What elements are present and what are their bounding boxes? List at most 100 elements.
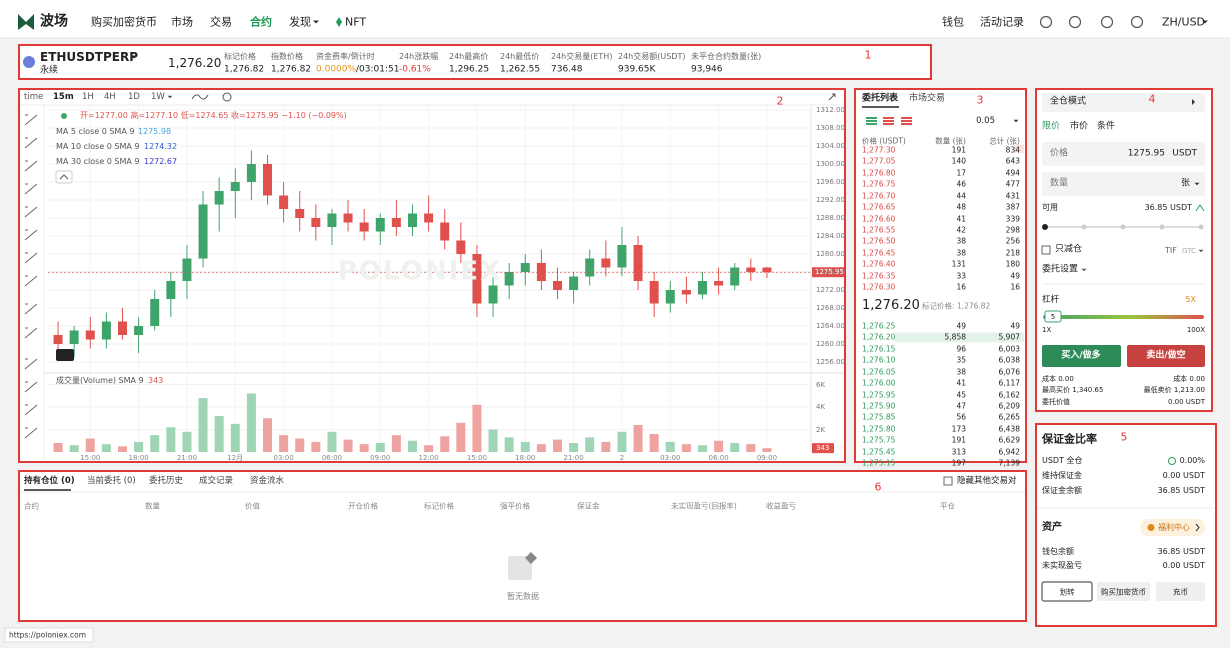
volume-bar — [730, 443, 740, 452]
x-tick-label: 15:00 — [466, 453, 488, 462]
timeframe[interactable]: time — [24, 91, 44, 102]
symbol[interactable]: ETHUSDTPERP — [40, 49, 138, 64]
input-label: 价格 — [1050, 148, 1069, 159]
drawing-tool-icon — [24, 275, 38, 287]
stat-label: 未平仓合约数量(张) — [691, 52, 762, 62]
position-tab[interactable]: 当前委托 (0) — [87, 475, 136, 486]
hide-others[interactable]: 隐藏其他交易对 — [957, 475, 1017, 486]
volume-bar — [391, 435, 401, 452]
ob-qty: 191 — [951, 145, 966, 155]
margin-row-value: 0.00% — [1179, 456, 1205, 466]
ob-price: 1,275.75 — [862, 435, 896, 445]
x-tick-label: 03:00 — [273, 453, 294, 462]
lev-min: 1X — [1042, 325, 1052, 334]
candle-body — [456, 240, 466, 254]
nav-item[interactable]: 发现 — [289, 15, 311, 29]
candle-body — [343, 213, 353, 223]
candle-body — [440, 222, 450, 241]
timeframe[interactable]: 1H — [82, 91, 94, 102]
ob-price: 1,276.65 — [862, 202, 896, 212]
volume-bar — [150, 435, 160, 452]
buy-label[interactable]: 买入/做多 — [1061, 350, 1101, 361]
ma-legend: MA 30 close 0 SMA 9 — [56, 157, 140, 167]
column-header: 平仓 — [940, 501, 955, 511]
precision[interactable]: 0.05 — [976, 115, 995, 126]
ob-price: 1,276.20 — [862, 332, 896, 342]
order-settings[interactable]: 委托设置 — [1042, 264, 1079, 275]
input-unit[interactable]: 张 — [1180, 178, 1190, 189]
drawing-tool-icon — [24, 229, 38, 241]
orderbook-tab[interactable]: 市场交易 — [909, 93, 946, 104]
volume-bar — [118, 446, 127, 452]
nav-item[interactable]: 交易 — [210, 15, 232, 29]
ma-legend-value: 1275.98 — [138, 127, 172, 137]
position-tab[interactable]: 持有仓位 (0) — [24, 475, 75, 486]
checkbox — [943, 476, 953, 486]
ob-price: 1,276.50 — [862, 236, 896, 246]
dropdown-arrow — [313, 20, 319, 24]
volume-bar — [681, 444, 691, 452]
empty-icon — [508, 556, 532, 580]
nav-right[interactable]: 钱包 — [942, 15, 964, 29]
nav-right[interactable]: ZH/USD — [1162, 15, 1206, 29]
ob-total: 6,942 — [998, 447, 1020, 457]
mode-select — [1042, 93, 1205, 112]
nav-item[interactable]: NFT — [345, 15, 367, 29]
candle-body — [553, 281, 562, 290]
nav-item[interactable]: 市场 — [171, 15, 193, 29]
logo-icon — [18, 14, 34, 30]
logo-text: 波场 — [40, 13, 68, 30]
order-tab[interactable]: 限价 — [1042, 121, 1061, 132]
column-header: 未实现盈亏(回报率) — [671, 501, 737, 511]
action-label[interactable]: 充币 — [1173, 587, 1188, 596]
positions-panel — [18, 470, 1027, 622]
dropdown-arrow — [167, 95, 173, 99]
gtc[interactable]: GTC — [1182, 246, 1196, 255]
timeframe[interactable]: 4H — [104, 91, 116, 102]
y-tick-label: 6K — [816, 380, 826, 389]
position-tab[interactable]: 委托历史 — [149, 475, 184, 486]
annotation-number: 3 — [976, 93, 984, 107]
sell-button — [1127, 345, 1205, 367]
legend-dot — [61, 113, 67, 119]
price-value[interactable]: 1275.95 — [1127, 148, 1165, 159]
margin-mode[interactable]: 全仓模式 — [1050, 96, 1087, 107]
ob-qty: 191 — [951, 435, 966, 445]
welfare-link[interactable]: 福利中心 — [1158, 523, 1190, 533]
y-tick-label: 1260.00 — [816, 339, 845, 348]
candle-body — [601, 258, 611, 268]
indicator-icon — [191, 94, 209, 100]
nav-item[interactable]: 合约 — [250, 15, 272, 29]
timeframe[interactable]: 15m — [53, 91, 74, 102]
nav-item[interactable]: 购买加密货币 — [91, 15, 157, 29]
ob-price: 1,276.00 — [862, 378, 896, 388]
volume-bar — [343, 439, 353, 452]
timeframe[interactable]: 1D — [128, 91, 140, 102]
volume-bar — [746, 444, 756, 452]
position-tab[interactable]: 成交记录 — [199, 475, 234, 486]
order-tab[interactable]: 条件 — [1097, 121, 1116, 132]
sell-label[interactable]: 卖出/做空 — [1146, 350, 1186, 361]
stat-value: 1,262.55 — [500, 64, 541, 75]
action-label[interactable]: 划转 — [1059, 587, 1075, 596]
annotation-number: 6 — [874, 480, 882, 494]
volume-bar — [230, 423, 240, 452]
reduce-only[interactable]: 只减仓 — [1055, 244, 1083, 255]
action-label[interactable]: 购买加密货币 — [1101, 587, 1146, 596]
volume-bar — [85, 438, 95, 452]
dropdown-arrow — [1013, 119, 1019, 123]
ob-price: 1,275.80 — [862, 424, 896, 434]
stat-label: 24h涨跌幅 — [399, 52, 439, 62]
position-tab[interactable]: 资金流水 — [250, 475, 285, 486]
leverage-input-value[interactable]: 5 — [1050, 312, 1056, 321]
stat-value: 736.48 — [551, 64, 583, 75]
candle-body — [504, 272, 514, 286]
candle-body — [134, 326, 144, 335]
ob-total: 49 — [1010, 271, 1020, 281]
orderbook-tab[interactable]: 委托列表 — [862, 93, 899, 104]
slider-dot — [1042, 224, 1048, 230]
leverage-value[interactable]: 5X — [1185, 295, 1196, 305]
order-tab[interactable]: 市价 — [1070, 121, 1089, 132]
nav-right[interactable]: 活动记录 — [980, 15, 1024, 29]
timeframe[interactable]: 1W — [151, 91, 165, 102]
